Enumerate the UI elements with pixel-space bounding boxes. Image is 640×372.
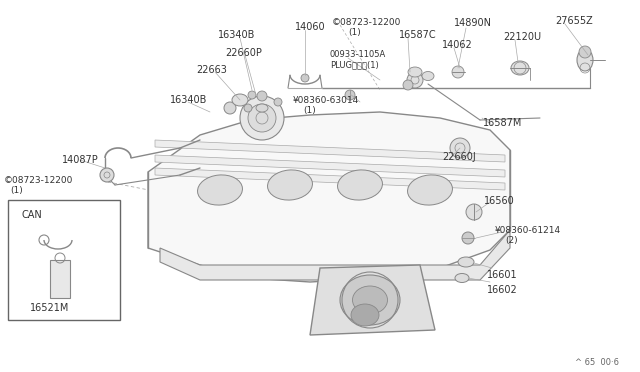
Text: 00933-1105A: 00933-1105A: [330, 50, 387, 59]
Text: 22660J: 22660J: [442, 152, 476, 162]
Text: 22660P: 22660P: [225, 48, 262, 58]
Ellipse shape: [337, 170, 383, 200]
Text: 16602: 16602: [487, 285, 518, 295]
Text: 22663: 22663: [196, 65, 227, 75]
Ellipse shape: [458, 257, 474, 267]
Ellipse shape: [408, 67, 422, 77]
Ellipse shape: [511, 61, 529, 75]
Ellipse shape: [422, 71, 434, 80]
Ellipse shape: [256, 104, 268, 112]
Circle shape: [301, 74, 309, 82]
Text: 27655Z: 27655Z: [555, 16, 593, 26]
Text: 14060: 14060: [295, 22, 326, 32]
Ellipse shape: [408, 175, 452, 205]
Text: 16587C: 16587C: [399, 30, 436, 40]
Circle shape: [100, 168, 114, 182]
Ellipse shape: [198, 175, 243, 205]
Text: ^ 65  00·6: ^ 65 00·6: [575, 358, 619, 367]
Text: (1): (1): [303, 106, 316, 115]
Ellipse shape: [353, 286, 387, 314]
Circle shape: [579, 46, 591, 58]
Circle shape: [224, 102, 236, 114]
Text: 14087P: 14087P: [62, 155, 99, 165]
Circle shape: [257, 91, 267, 101]
Text: ©08723-12200: ©08723-12200: [332, 18, 401, 27]
Polygon shape: [155, 168, 505, 190]
Circle shape: [407, 72, 423, 88]
Ellipse shape: [455, 273, 469, 282]
Text: PLUGアップ(1): PLUGアップ(1): [330, 60, 379, 69]
Text: 16560: 16560: [484, 196, 515, 206]
Polygon shape: [155, 140, 505, 162]
Text: 16601: 16601: [487, 270, 518, 280]
Text: 14890N: 14890N: [454, 18, 492, 28]
Circle shape: [466, 204, 482, 220]
Text: 16340B: 16340B: [218, 30, 255, 40]
Text: (1): (1): [10, 186, 23, 195]
Text: 14062: 14062: [442, 40, 473, 50]
Text: 16340B: 16340B: [170, 95, 207, 105]
Ellipse shape: [232, 94, 248, 106]
Ellipse shape: [340, 275, 400, 325]
Ellipse shape: [351, 304, 379, 326]
Circle shape: [450, 138, 470, 158]
Polygon shape: [160, 230, 510, 280]
Bar: [8, 200, 120, 320]
Circle shape: [240, 96, 284, 140]
Bar: [50, 260, 70, 298]
Ellipse shape: [268, 170, 312, 200]
Circle shape: [462, 232, 474, 244]
Text: ¥08360-63014: ¥08360-63014: [293, 96, 359, 105]
Ellipse shape: [577, 49, 593, 71]
Circle shape: [244, 104, 252, 112]
Circle shape: [248, 104, 276, 132]
Circle shape: [248, 91, 256, 99]
Text: ©08723-12200: ©08723-12200: [4, 176, 74, 185]
Text: (2): (2): [505, 236, 518, 245]
Text: ¥08360-61214: ¥08360-61214: [495, 226, 561, 235]
Text: CAN: CAN: [22, 210, 43, 220]
Circle shape: [345, 90, 355, 100]
Text: (1): (1): [348, 28, 361, 37]
Text: 16587M: 16587M: [483, 118, 522, 128]
Circle shape: [403, 80, 413, 90]
Text: 16521M: 16521M: [30, 303, 69, 313]
Polygon shape: [155, 155, 505, 177]
Circle shape: [452, 66, 464, 78]
Polygon shape: [310, 265, 435, 335]
Text: 22120U: 22120U: [503, 32, 541, 42]
Polygon shape: [148, 112, 510, 282]
Circle shape: [274, 98, 282, 106]
